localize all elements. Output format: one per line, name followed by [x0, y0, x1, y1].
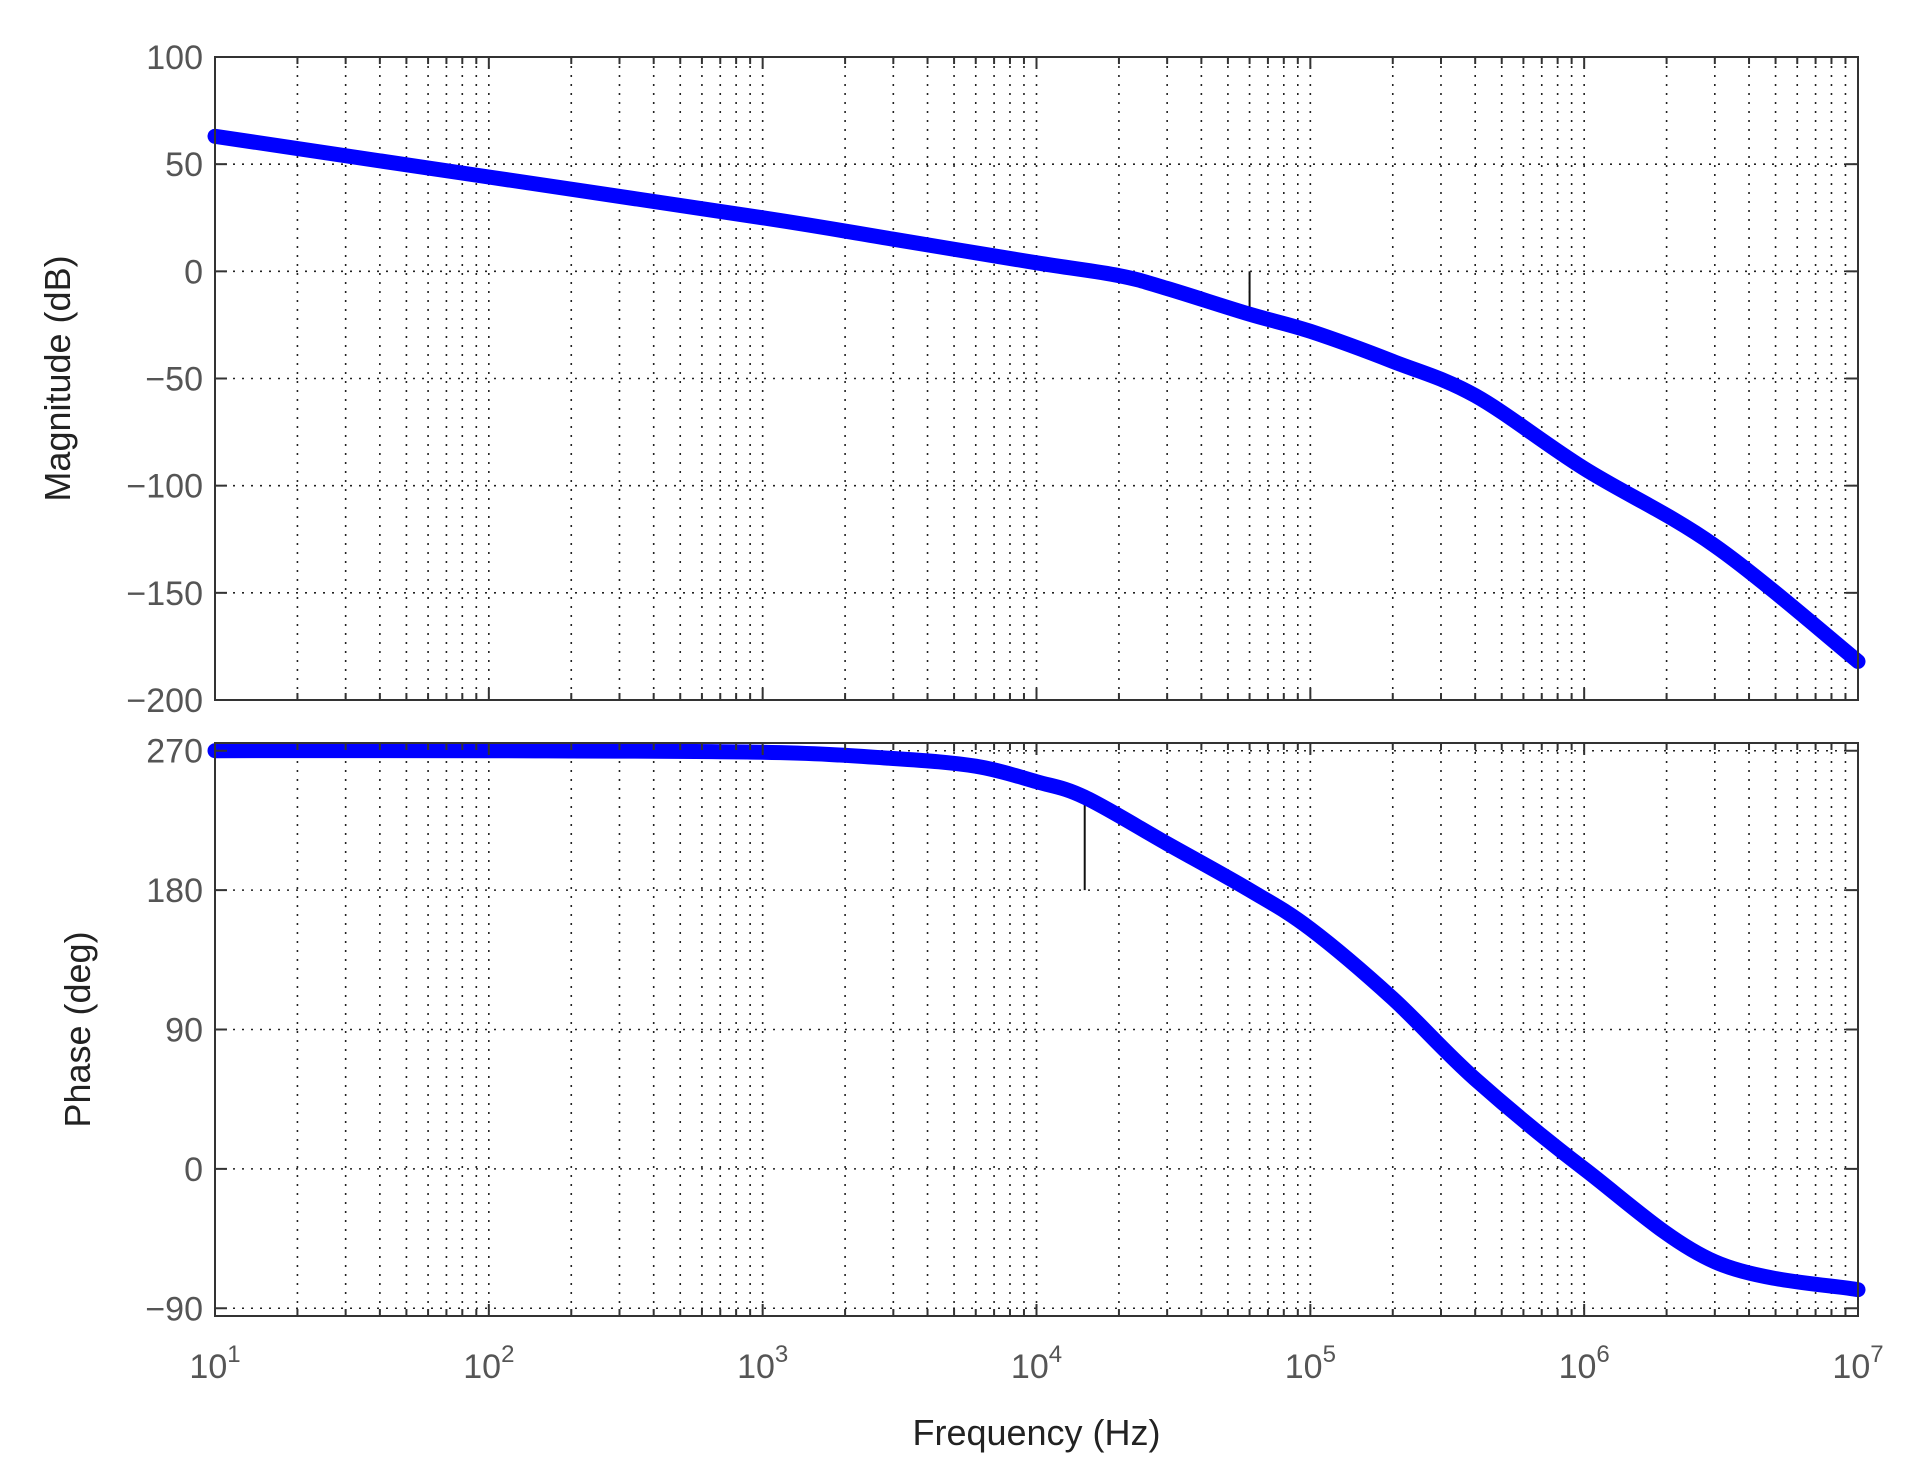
x-tick-label: 104: [1011, 1341, 1062, 1386]
magnitude-y-tick-labels: 100 50 0 −50 −100 −150 −200: [126, 39, 203, 720]
phase-series-line: [207, 743, 1866, 1298]
phase-y-tick-labels: 270 180 90 0 −90: [145, 733, 203, 1329]
x-tick-label: 105: [1285, 1341, 1336, 1386]
magnitude-y-tick-label: 50: [165, 146, 203, 184]
x-tick-label: 107: [1832, 1341, 1883, 1386]
magnitude-y-tick-label: 100: [146, 39, 203, 77]
magnitude-panel: 100 50 0 −50 −100 −150 −200 Magnitude (dB): [37, 39, 1866, 720]
magnitude-y-tick-label: −150: [126, 575, 203, 613]
phase-y-tick-label: 180: [146, 872, 203, 910]
x-tick-labels: 101 102 103 104 105 106 107: [189, 1341, 1883, 1386]
phase-y-tick-label: 90: [165, 1012, 203, 1050]
phase-y-tick-label: 0: [184, 1151, 203, 1189]
x-axis-title: Frequency (Hz): [912, 1412, 1160, 1453]
phase-panel: 270 180 90 0 −90 101 102 103 104 105 106 107 Phase…: [57, 733, 1884, 1453]
magnitude-y-axis-title: Magnitude (dB): [37, 255, 78, 501]
x-tick-label: 106: [1559, 1341, 1610, 1386]
magnitude-series-line: [207, 128, 1866, 669]
x-tick-label: 101: [189, 1341, 240, 1386]
phase-y-axis-title: Phase (deg): [57, 931, 98, 1127]
magnitude-ticks: [214, 56, 1859, 701]
magnitude-y-tick-label: 0: [184, 253, 203, 291]
magnitude-y-tick-label: −100: [126, 468, 203, 506]
phase-y-tick-label: 270: [146, 733, 203, 771]
phase-grid: [214, 743, 1859, 1316]
x-tick-label: 103: [737, 1341, 788, 1386]
x-tick-label: 102: [463, 1341, 514, 1386]
phase-ticks: [214, 743, 1859, 1316]
magnitude-y-tick-label: −200: [126, 682, 203, 720]
phase-y-tick-label: −90: [145, 1290, 203, 1328]
magnitude-grid: [214, 57, 1859, 700]
magnitude-y-tick-label: −50: [145, 361, 203, 399]
